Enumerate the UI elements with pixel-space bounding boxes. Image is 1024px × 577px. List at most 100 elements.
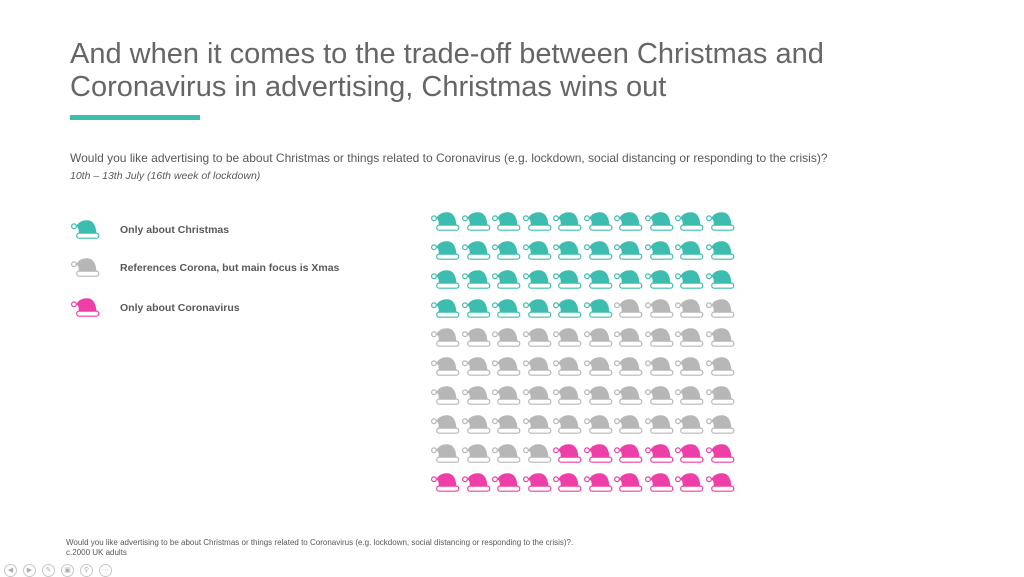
legend-item-corona-xmas: References Corona, but main focus is Xma… (70, 256, 390, 280)
santa-hat-icon (522, 299, 551, 318)
santa-hat-icon (461, 473, 490, 492)
santa-hat-icon (553, 473, 582, 492)
santa-hat-icon (431, 386, 460, 405)
santa-hat-icon (583, 415, 612, 434)
title-accent-bar (70, 115, 200, 120)
santa-hat-icon (644, 415, 673, 434)
legend-item-coronavirus: Only about Coronavirus (70, 296, 390, 320)
santa-hat-icon (675, 328, 704, 347)
santa-hat-icon (431, 473, 460, 492)
santa-hat-icon (431, 299, 460, 318)
santa-hat-icon (705, 328, 734, 347)
santa-hat-icon (644, 241, 673, 260)
pen-icon[interactable]: ✎ (42, 564, 55, 577)
santa-hat-icon (675, 473, 704, 492)
santa-hat-icon (705, 299, 734, 318)
santa-hat-icon (522, 415, 551, 434)
legend-label: Only about Coronavirus (120, 302, 240, 314)
santa-hat-icon (644, 328, 673, 347)
santa-hat-icon (583, 270, 612, 289)
santa-hat-icon (644, 386, 673, 405)
santa-hat-icon (553, 386, 582, 405)
santa-hat-icon (553, 444, 582, 463)
santa-hat-icon (614, 328, 643, 347)
santa-hat-icon (492, 357, 521, 376)
santa-hat-icon (492, 299, 521, 318)
survey-question: Would you like advertising to be about C… (70, 151, 828, 165)
next-icon[interactable]: ▶ (23, 564, 36, 577)
footnote: Would you like advertising to be about C… (66, 538, 573, 558)
santa-hat-icon (431, 241, 460, 260)
santa-hat-icon (614, 357, 643, 376)
santa-hat-icon (705, 386, 734, 405)
santa-hat-icon (705, 212, 734, 231)
santa-hat-icon (492, 241, 521, 260)
santa-hat-icon (705, 241, 734, 260)
santa-hat-icon (431, 328, 460, 347)
santa-hat-icon (705, 357, 734, 376)
santa-hat-icon (431, 444, 460, 463)
santa-hat-icon (644, 212, 673, 231)
santa-hat-icon (583, 328, 612, 347)
santa-hat-icon (461, 357, 490, 376)
slideshow-nav: ◀ ▶ ✎ ▣ ⚲ ⋯ (4, 559, 118, 577)
santa-hat-icon (553, 241, 582, 260)
santa-hat-icon (614, 212, 643, 231)
santa-hat-icon (553, 299, 582, 318)
santa-hat-icon (705, 270, 734, 289)
santa-hat-icon (492, 386, 521, 405)
slide-title: And when it comes to the trade-off betwe… (70, 38, 824, 103)
santa-hat-icon (614, 386, 643, 405)
santa-hat-icon (522, 473, 551, 492)
santa-hat-icon (705, 415, 734, 434)
santa-hat-icon (675, 241, 704, 260)
prev-icon[interactable]: ◀ (4, 564, 17, 577)
santa-hat-icon (583, 386, 612, 405)
santa-hat-icon (644, 473, 673, 492)
santa-hat-icon (461, 241, 490, 260)
santa-hat-icon (553, 357, 582, 376)
santa-hat-icon (614, 444, 643, 463)
santa-hat-icon (522, 241, 551, 260)
santa-hat-icon (553, 212, 582, 231)
santa-hat-icon (583, 241, 612, 260)
santa-hat-icon (705, 444, 734, 463)
santa-hat-icon (553, 415, 582, 434)
santa-hat-icon (675, 357, 704, 376)
santa-hat-icon (522, 270, 551, 289)
legend-item-christmas: Only about Christmas (70, 218, 390, 242)
pictogram-grid (430, 210, 740, 500)
santa-hat-icon (583, 357, 612, 376)
santa-hat-icon (583, 212, 612, 231)
santa-hat-icon (522, 328, 551, 347)
santa-hat-icon (675, 212, 704, 231)
legend-label: Only about Christmas (120, 224, 230, 236)
santa-hat-icon (522, 444, 551, 463)
santa-hat-icon (492, 270, 521, 289)
santa-hat-icon (522, 386, 551, 405)
santa-hat-icon (675, 415, 704, 434)
santa-hat-icon (431, 270, 460, 289)
santa-hat-icon (675, 386, 704, 405)
santa-hat-icon (644, 299, 673, 318)
santa-hat-icon (461, 386, 490, 405)
santa-hat-icon (522, 212, 551, 231)
santa-hat-icon (705, 473, 734, 492)
santa-hat-icon (675, 270, 704, 289)
santa-hat-icon (492, 212, 521, 231)
legend-label: References Corona, but main focus is Xma… (120, 262, 340, 274)
santa-hat-icon (461, 270, 490, 289)
date-range: 10th – 13th July (16th week of lockdown) (70, 170, 261, 182)
more-icon[interactable]: ⋯ (99, 564, 112, 577)
zoom-icon[interactable]: ⚲ (80, 564, 93, 577)
santa-hat-icon (431, 357, 460, 376)
santa-hat-icon (675, 299, 704, 318)
santa-hat-icon (583, 444, 612, 463)
santa-hat-icon (553, 270, 582, 289)
santa-hat-icon (644, 444, 673, 463)
santa-hat-icon (675, 444, 704, 463)
santa-hat-icon (644, 357, 673, 376)
santa-hat-icon (614, 415, 643, 434)
santa-hat-icon (461, 328, 490, 347)
slides-icon[interactable]: ▣ (61, 564, 74, 577)
